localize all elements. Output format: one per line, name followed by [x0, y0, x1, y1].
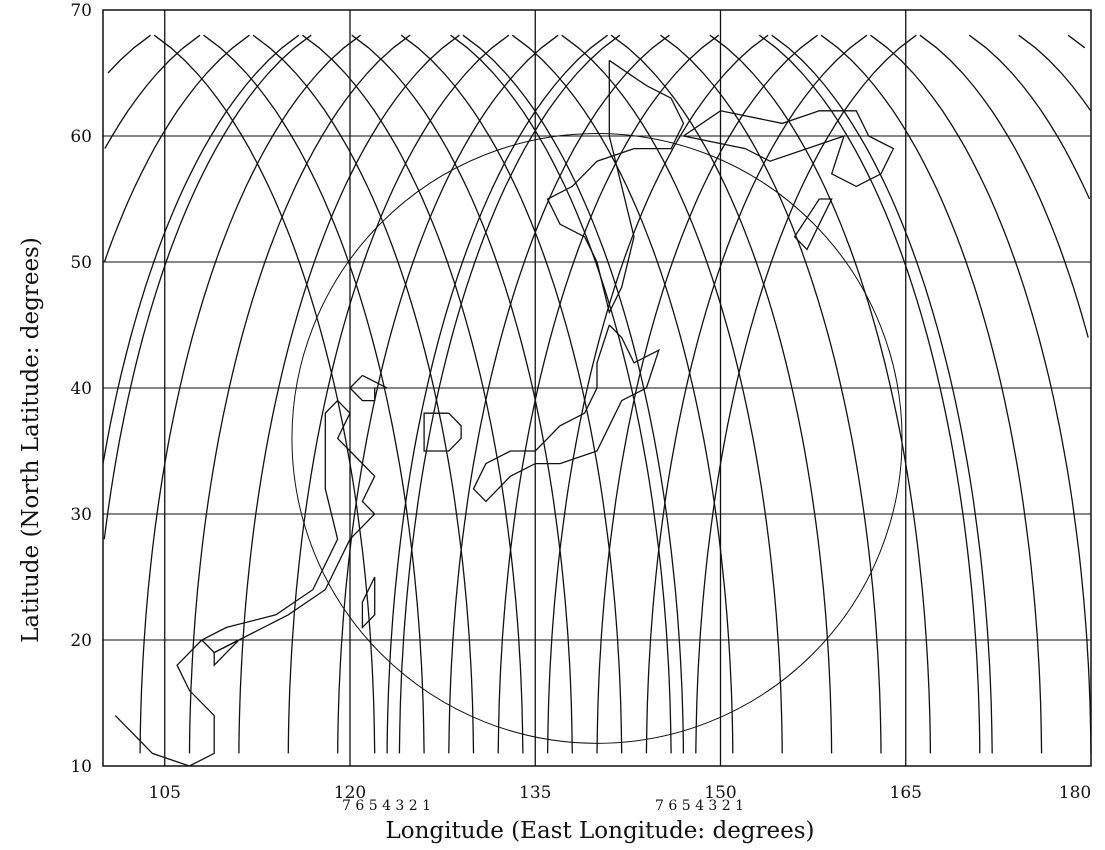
ground-track [758, 34, 981, 754]
ground-tracks [102, 34, 1092, 754]
ground-track [252, 34, 475, 754]
ground-track [771, 34, 993, 754]
coastline [793, 198, 833, 251]
ground-track [870, 34, 1092, 754]
ground-track [596, 34, 818, 754]
y-tick-label: 60 [70, 127, 92, 147]
ground-track [287, 34, 510, 754]
ground-track [400, 34, 623, 754]
x-tick-labels: 105 120 135 150 165 180 [149, 783, 1092, 803]
ground-track [337, 34, 559, 754]
ground-track [450, 34, 672, 754]
coastline [213, 639, 240, 667]
coastline [200, 399, 376, 654]
ground-track [139, 34, 361, 754]
ground-track [102, 34, 300, 464]
y-axis-title: Latitude (North Latitude: degrees) [18, 237, 44, 643]
x-axis-title: Longitude (East Longitude: degrees) [385, 818, 814, 844]
pass-numbers-left: 7 6 5 4 3 2 1 [342, 798, 431, 814]
x-tick-label: 120 [334, 783, 366, 803]
ground-track [709, 34, 932, 754]
ground-track [386, 34, 608, 754]
x-tick-label: 150 [704, 783, 736, 803]
y-tick-label: 70 [70, 1, 92, 21]
ground-track [561, 34, 783, 754]
ground-track [351, 34, 573, 754]
coastline [683, 110, 895, 188]
ground-track [610, 34, 833, 754]
ground-track [1067, 34, 1086, 49]
x-tick-label: 165 [890, 783, 922, 803]
pass-numbers-right: 7 6 5 4 3 2 1 [655, 798, 744, 814]
coastlines [114, 59, 895, 766]
y-tick-labels: 10 20 30 40 50 60 70 [70, 1, 92, 777]
ground-track [645, 34, 868, 754]
x-tick-label: 135 [519, 783, 551, 803]
ground-track [968, 34, 1091, 200]
ground-track [820, 34, 1043, 754]
ground-track [107, 34, 151, 74]
ground-track [398, 34, 621, 754]
ground-track [1018, 34, 1092, 112]
y-tick-label: 20 [70, 631, 92, 651]
ground-track [695, 34, 917, 754]
y-tick-label: 30 [70, 505, 92, 525]
ground-track [448, 34, 670, 754]
ground-track [238, 34, 460, 754]
y-tick-label: 50 [70, 253, 92, 273]
ground-track [462, 34, 685, 754]
coastline [472, 324, 660, 503]
ground-track [497, 34, 720, 754]
ground-track [103, 34, 250, 263]
ground-track [302, 34, 524, 754]
coastline [546, 59, 685, 315]
coastline [114, 639, 215, 766]
y-tick-label: 10 [70, 757, 92, 777]
x-tick-label: 180 [1059, 783, 1091, 803]
ground-track [104, 34, 201, 149]
coastline [423, 412, 462, 452]
ground-track [188, 34, 411, 754]
graticule [103, 10, 1091, 766]
plot-frame [102, 9, 1092, 767]
ground-track [153, 34, 376, 754]
ground-track [203, 34, 425, 754]
ground-track [660, 34, 882, 754]
ground-track [919, 34, 1089, 338]
x-tick-label: 105 [149, 783, 181, 803]
ground-track [511, 34, 734, 754]
ground-track [103, 34, 312, 540]
ground-track [546, 34, 769, 754]
y-tick-label: 40 [70, 379, 92, 399]
